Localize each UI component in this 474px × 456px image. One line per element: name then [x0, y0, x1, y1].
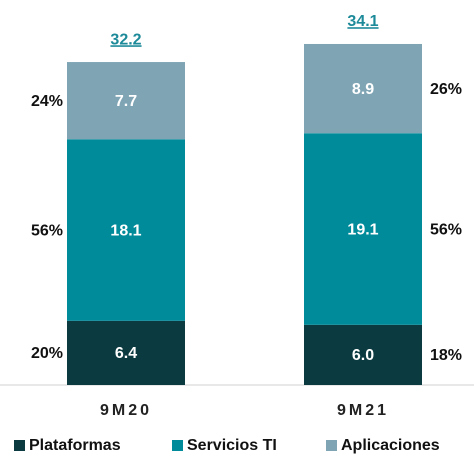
- value-label: 6.0: [352, 347, 374, 364]
- legend-swatch: [14, 440, 25, 451]
- bar-segment: [304, 43, 422, 134]
- value-label: 18.1: [110, 222, 141, 239]
- x-tick-label: 9M21: [337, 402, 389, 419]
- share-label: 56%: [430, 221, 462, 238]
- x-tick-label: 9M20: [100, 402, 152, 419]
- bar-segment: [304, 133, 422, 325]
- share-label: 24%: [31, 93, 63, 110]
- bar-segment: [67, 62, 185, 140]
- share-label: 20%: [31, 345, 63, 362]
- value-label: 7.7: [115, 93, 137, 110]
- bar-segment: [67, 320, 185, 385]
- legend-swatch: [172, 440, 183, 451]
- legend-swatch: [326, 440, 337, 451]
- share-label: 56%: [31, 222, 63, 239]
- share-label: 18%: [430, 347, 462, 364]
- legend-label: Plataformas: [29, 437, 121, 454]
- bar-segment: [67, 139, 185, 321]
- value-label: 8.9: [352, 81, 374, 98]
- total-label: 34.1: [347, 13, 378, 30]
- share-label: 26%: [430, 81, 462, 98]
- value-label: 6.4: [115, 345, 137, 362]
- total-label: 32.2: [110, 31, 141, 48]
- legend-label: Aplicaciones: [341, 437, 440, 454]
- bar-segment: [304, 324, 422, 385]
- legend-label: Servicios TI: [187, 437, 277, 454]
- value-label: 19.1: [347, 221, 378, 238]
